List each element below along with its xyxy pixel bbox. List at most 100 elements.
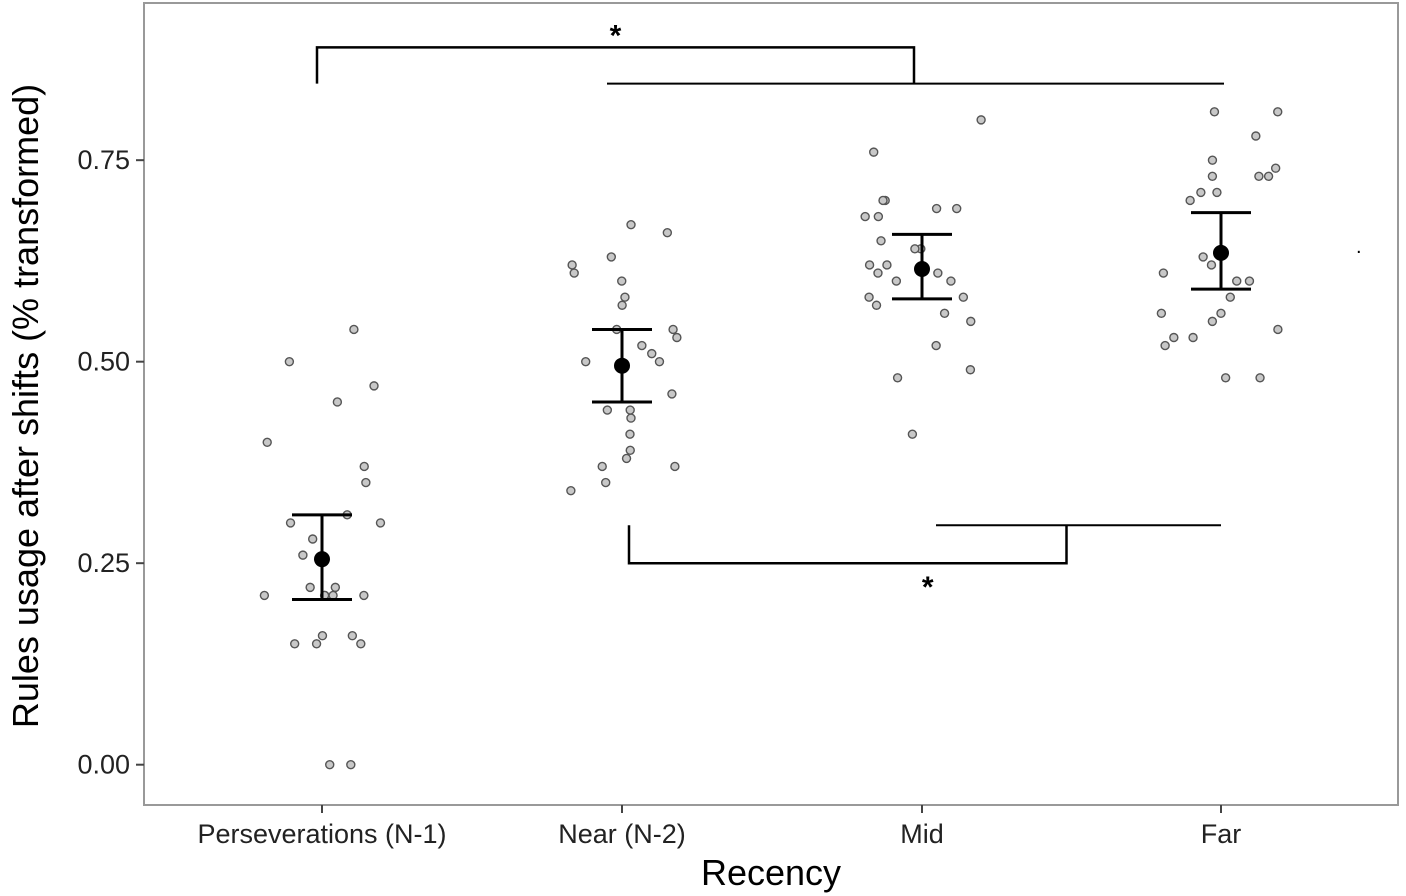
data-point	[891, 276, 902, 286]
data-point	[1255, 373, 1265, 383]
data-point	[882, 260, 892, 270]
data-point	[606, 252, 617, 262]
data-point	[965, 365, 976, 375]
data-point	[1207, 316, 1218, 327]
data-point	[1160, 340, 1170, 351]
data-point	[1270, 163, 1281, 173]
x-tick-label: Perseverations (N-1)	[197, 819, 446, 849]
data-point	[1169, 332, 1179, 343]
data-point	[346, 759, 356, 770]
data-point	[626, 219, 636, 230]
y-tick-label: 0.50	[77, 347, 130, 377]
data-point	[1220, 373, 1231, 383]
data-point	[626, 413, 636, 423]
y-axis: 0.00 0.25 0.50 0.75	[77, 145, 144, 780]
data-point	[347, 631, 358, 641]
data-point	[307, 534, 318, 544]
significance-star-bottom: *	[922, 571, 934, 604]
bracket-bottom	[627, 525, 1068, 565]
data-point	[1209, 107, 1220, 117]
data-point	[1158, 268, 1169, 278]
data-point	[617, 300, 627, 310]
data-point	[1207, 171, 1218, 181]
data-point	[621, 453, 632, 464]
data-point	[1212, 187, 1222, 198]
x-tick-label: Mid	[900, 819, 944, 849]
mean-point	[1213, 244, 1229, 261]
data-point	[359, 590, 369, 601]
plot-panel	[143, 2, 1399, 806]
data-point	[1251, 131, 1261, 141]
data-point	[1156, 308, 1167, 319]
data-point	[356, 639, 366, 649]
data-point	[1196, 187, 1206, 198]
y-tick-label: 0.25	[77, 548, 130, 578]
jitter-points	[259, 107, 1283, 770]
data-point	[1185, 195, 1195, 206]
data-point	[1244, 276, 1255, 286]
data-point	[933, 268, 943, 278]
data-point	[668, 324, 678, 335]
data-point	[349, 324, 359, 335]
data-point	[259, 590, 270, 601]
x-axis: Perseverations (N-1) Near (N-2) Mid Far	[197, 805, 1241, 849]
data-point	[298, 550, 308, 560]
data-point	[958, 292, 969, 302]
data-point	[566, 485, 576, 496]
data-point	[860, 211, 870, 222]
y-tick-label: 0.00	[77, 750, 130, 780]
data-point	[637, 340, 647, 351]
data-point	[1206, 260, 1217, 270]
data-point	[931, 203, 942, 214]
data-point	[369, 381, 379, 391]
data-point	[361, 477, 371, 488]
data-point	[625, 429, 635, 439]
data-point	[647, 348, 657, 359]
data-point	[262, 437, 272, 447]
mean-error-bars	[292, 211, 1251, 601]
data-point	[873, 268, 883, 278]
data-point	[289, 639, 300, 649]
data-point	[670, 461, 680, 472]
data-point	[311, 639, 322, 649]
data-point	[625, 405, 635, 415]
data-point	[332, 397, 343, 407]
data-point	[662, 228, 673, 238]
data-point	[966, 316, 976, 327]
x-axis-title: Recency	[701, 852, 841, 893]
mean-point	[914, 260, 930, 277]
x-tick-label: Far	[1201, 819, 1242, 849]
data-point	[907, 429, 918, 439]
significance-star-top: *	[610, 19, 622, 52]
data-point	[569, 268, 579, 278]
data-point	[672, 332, 682, 343]
y-axis-title: Rules usage after shifts (% transformed)	[5, 84, 46, 728]
data-point	[864, 292, 874, 302]
data-point	[1232, 276, 1242, 286]
data-point	[567, 260, 577, 270]
stray-mark: .	[1356, 236, 1362, 258]
mean-point	[614, 357, 630, 374]
data-point	[1207, 155, 1218, 165]
data-point	[602, 405, 613, 415]
data-point	[375, 518, 386, 528]
data-point	[864, 260, 875, 270]
data-point	[910, 244, 920, 254]
data-point	[330, 582, 341, 593]
x-tick-label: Near (N-2)	[558, 819, 686, 849]
data-point	[1254, 171, 1264, 181]
data-point	[946, 276, 956, 286]
data-point	[1225, 292, 1235, 302]
data-point	[1198, 252, 1208, 262]
data-point	[601, 477, 611, 488]
data-point	[869, 147, 879, 157]
data-point	[305, 582, 315, 593]
y-tick-label: 0.75	[77, 145, 130, 175]
data-point	[1188, 332, 1198, 343]
data-point	[285, 518, 296, 528]
data-point	[871, 300, 882, 310]
data-point	[876, 236, 886, 246]
data-point	[952, 203, 962, 214]
data-point	[617, 276, 627, 286]
